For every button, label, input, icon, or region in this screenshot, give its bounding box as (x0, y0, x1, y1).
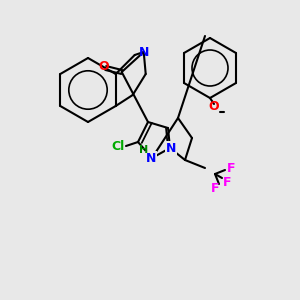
Text: N: N (166, 142, 176, 154)
Text: F: F (223, 176, 231, 188)
Text: N: N (146, 152, 156, 164)
Text: Cl: Cl (111, 140, 124, 152)
Text: O: O (98, 61, 109, 74)
Text: O: O (209, 100, 219, 112)
Text: H: H (140, 145, 148, 155)
Text: N: N (139, 46, 149, 59)
Text: F: F (227, 161, 235, 175)
Text: F: F (211, 182, 219, 194)
